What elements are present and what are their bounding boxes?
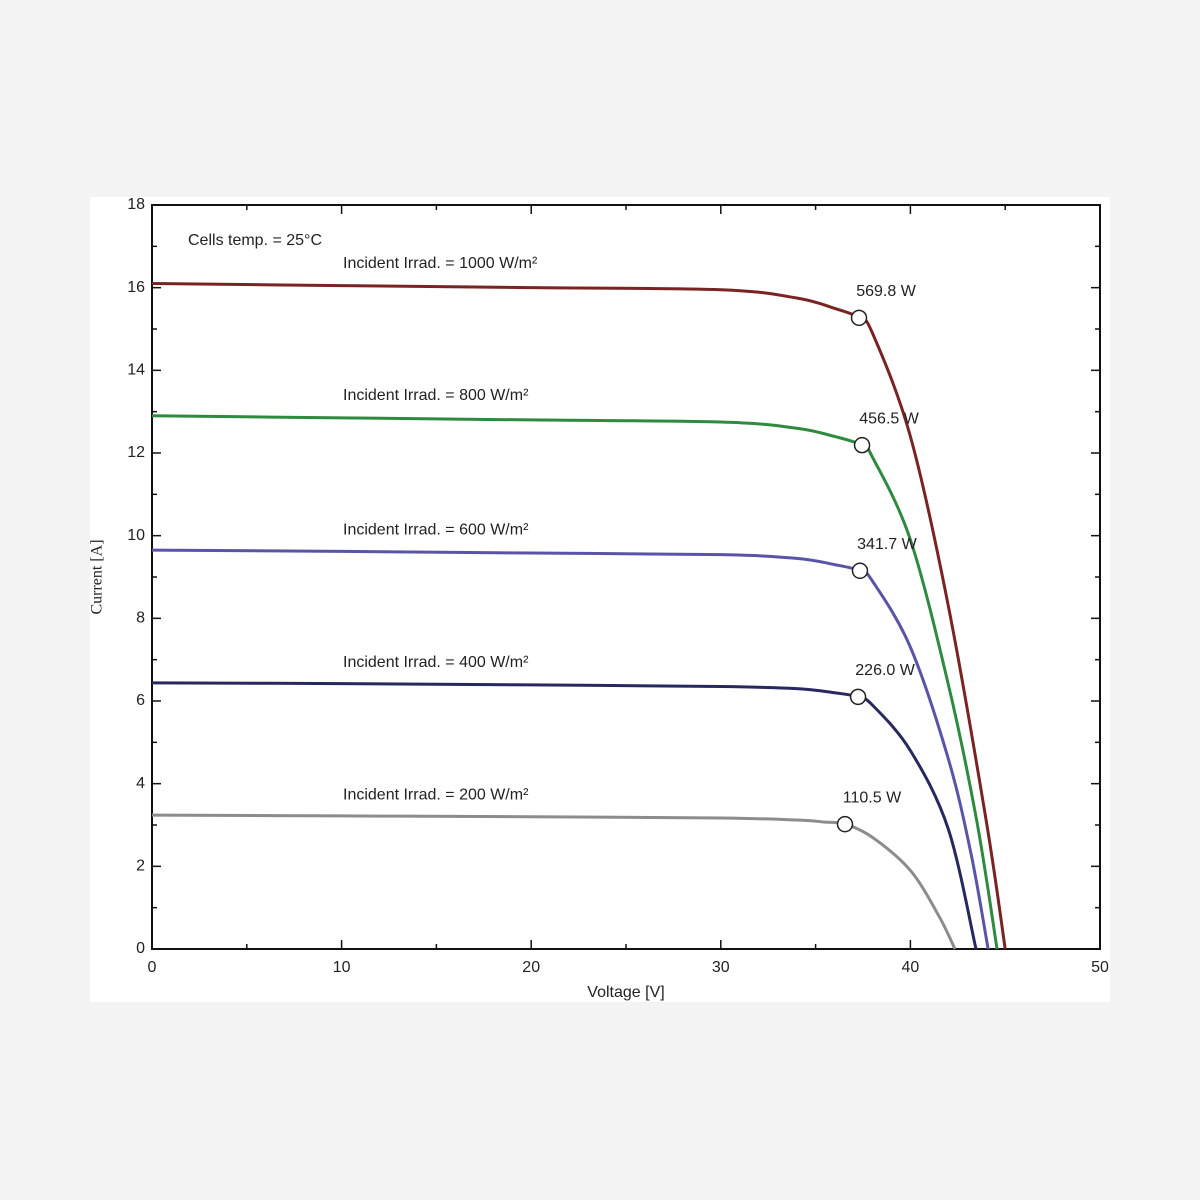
iv-curve <box>151 548 990 950</box>
y-tick-label: 2 <box>136 858 145 875</box>
chart-background <box>90 197 1110 1002</box>
mpp-marker <box>836 815 854 833</box>
y-tick-label: 4 <box>136 775 145 792</box>
series-label: Incident Irrad. = 400 W/m² <box>343 654 529 671</box>
y-tick-label: 6 <box>136 692 145 709</box>
mpp-label: 110.5 W <box>843 789 902 806</box>
mpp-label: 456.5 W <box>859 410 919 427</box>
mpp-label: 569.8 W <box>856 283 916 300</box>
series-label: Incident Irrad. = 200 W/m² <box>343 786 529 803</box>
y-axis-label: Current [A] <box>89 539 106 614</box>
y-tick-label: 12 <box>127 444 145 461</box>
x-tick-label: 0 <box>148 959 157 976</box>
x-tick-label: 20 <box>522 959 540 976</box>
annotation: Cells temp. = 25°C <box>188 232 322 249</box>
mpp-marker <box>850 309 868 327</box>
mpp-label: 341.7 W <box>857 536 917 553</box>
y-tick-label: 16 <box>127 279 145 296</box>
mpp-marker <box>851 562 869 580</box>
mpp-marker <box>853 436 871 454</box>
y-tick-label: 10 <box>127 527 145 544</box>
x-tick-label: 10 <box>333 959 351 976</box>
series-label: Incident Irrad. = 1000 W/m² <box>343 255 538 272</box>
iv-curve <box>151 813 957 950</box>
x-tick-label: 30 <box>712 959 730 976</box>
series-label: Incident Irrad. = 800 W/m² <box>343 387 529 404</box>
iv-curve <box>151 282 1007 950</box>
series-label: Incident Irrad. = 600 W/m² <box>343 521 529 538</box>
mpp-marker <box>849 688 867 706</box>
y-tick-label: 8 <box>136 610 145 627</box>
iv-curve <box>151 414 999 950</box>
x-axis-label: Voltage [V] <box>587 984 664 1001</box>
x-tick-label: 50 <box>1091 959 1109 976</box>
y-tick-label: 18 <box>127 196 145 213</box>
y-tick-label: 0 <box>136 940 145 957</box>
y-tick-label: 14 <box>127 362 145 379</box>
mpp-label: 226.0 W <box>855 662 915 679</box>
x-tick-label: 40 <box>902 959 920 976</box>
iv-curve <box>151 681 978 950</box>
